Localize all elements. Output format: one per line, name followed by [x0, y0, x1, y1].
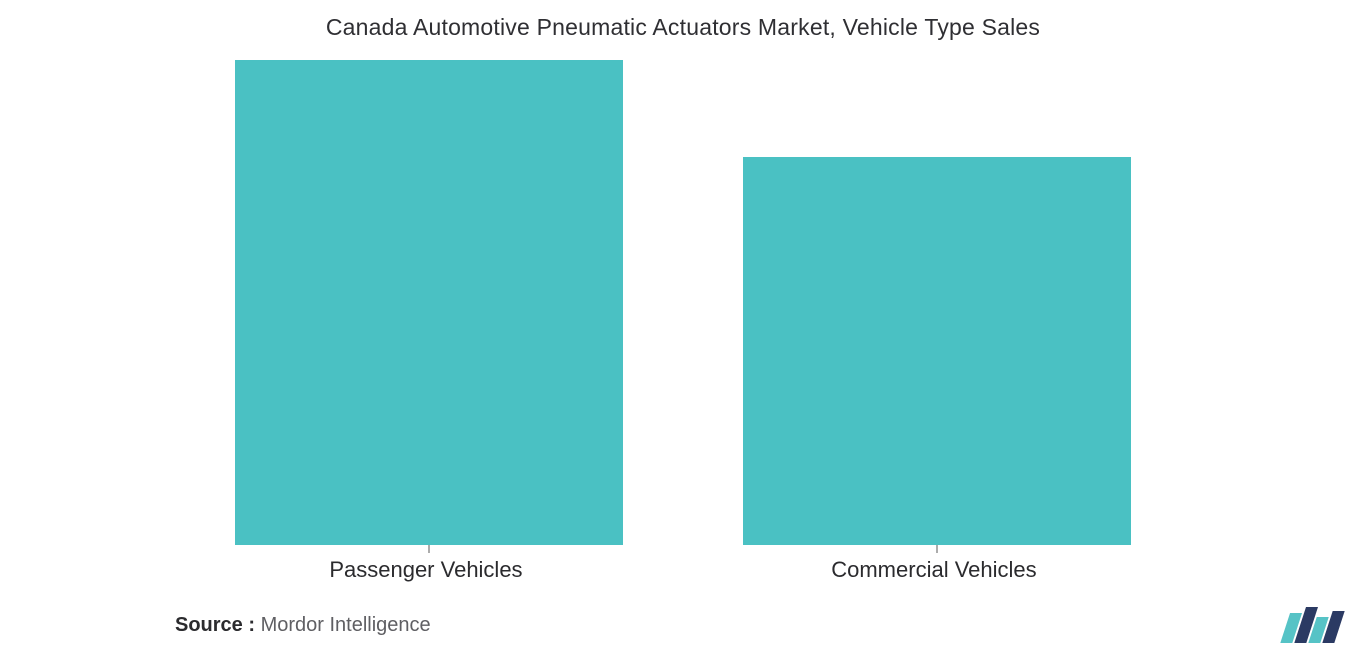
x-tick [429, 545, 430, 553]
x-tick [937, 545, 938, 553]
x-axis-labels: Passenger Vehicles Commercial Vehicles [175, 557, 1191, 583]
source-label: Source : [175, 614, 261, 636]
mordor-intelligence-logo-icon [1278, 607, 1348, 643]
bar-slot [743, 60, 1131, 545]
bars-container [175, 60, 1191, 545]
x-axis-label: Commercial Vehicles [831, 557, 1036, 583]
logo-bar-4 [1322, 611, 1344, 643]
bar-slot [235, 60, 623, 545]
source-attribution: Source : Mordor Intelligence [175, 614, 431, 637]
bar-passenger-vehicles [235, 60, 623, 545]
x-axis-label: Passenger Vehicles [329, 557, 522, 583]
chart-title: Canada Automotive Pneumatic Actuators Ma… [0, 14, 1366, 41]
bar-commercial-vehicles [743, 157, 1131, 545]
plot-area [175, 60, 1191, 555]
source-value: Mordor Intelligence [261, 614, 431, 636]
bar-chart: Canada Automotive Pneumatic Actuators Ma… [0, 0, 1366, 655]
